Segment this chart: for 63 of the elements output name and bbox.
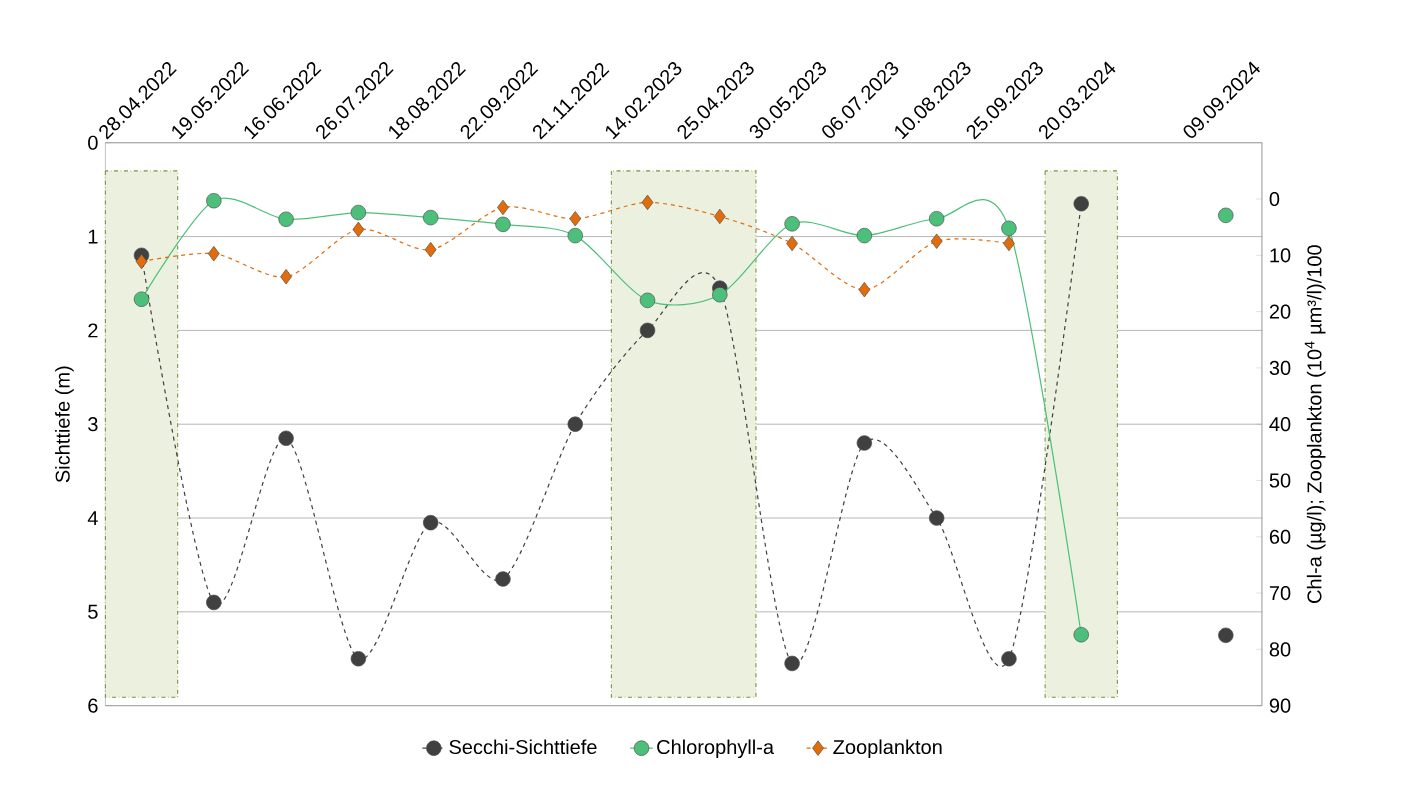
point <box>278 430 294 447</box>
point <box>567 228 583 244</box>
y-tick-label: 3 <box>88 417 98 432</box>
y2-tick-label: 90 <box>1269 698 1291 713</box>
point <box>569 211 582 227</box>
point <box>784 216 800 232</box>
point <box>497 199 509 216</box>
y2-tick-label: 60 <box>1269 529 1291 544</box>
point <box>639 322 656 339</box>
point <box>206 594 222 611</box>
y-tick-label: 1 <box>88 229 98 244</box>
point <box>786 235 798 252</box>
y-tick-label: 2 <box>88 323 98 338</box>
y-tick-label: 4 <box>87 511 98 526</box>
point <box>858 282 871 298</box>
y2-tick-label: 50 <box>1269 473 1291 488</box>
point <box>567 416 583 433</box>
point <box>422 515 439 531</box>
point <box>350 651 367 667</box>
y2-tick-label: 80 <box>1269 642 1291 657</box>
point <box>495 216 511 233</box>
point <box>712 287 728 303</box>
y2-tick-label: 70 <box>1269 586 1291 601</box>
point <box>930 233 943 250</box>
point <box>207 246 220 262</box>
point <box>133 291 150 308</box>
y-tick-label: 5 <box>88 605 98 619</box>
point <box>641 194 654 211</box>
y2-tick-label: 30 <box>1269 360 1291 376</box>
y2-tick-label: 20 <box>1269 304 1291 319</box>
point <box>1073 196 1089 212</box>
point <box>1218 207 1234 224</box>
point <box>350 205 367 221</box>
point <box>784 655 800 672</box>
y-tick-label: 0 <box>88 135 98 150</box>
point <box>423 210 439 226</box>
point <box>352 221 365 238</box>
y-tick-label: 6 <box>88 698 98 713</box>
point <box>1001 220 1017 237</box>
point <box>278 211 294 228</box>
y2-tick-label: 10 <box>1270 248 1291 263</box>
point <box>1003 235 1015 252</box>
point <box>424 242 437 258</box>
point <box>639 292 656 309</box>
point <box>856 435 873 451</box>
point <box>280 269 292 285</box>
point <box>1218 627 1234 644</box>
point <box>928 510 945 526</box>
point <box>206 193 222 209</box>
legend-label: Secchi-Sichttiefe <box>449 739 597 755</box>
legend-label: Chlorophyll-a <box>657 739 775 759</box>
point <box>1001 651 1017 667</box>
y2-tick-label: 0 <box>1269 192 1280 207</box>
y2-axis-title: Chl-a (µg/l); Zooplankton (10$^{4}$ µm³/l)/100 <box>1304 245 1326 604</box>
point <box>135 253 148 270</box>
point <box>713 208 726 225</box>
point <box>1073 627 1089 643</box>
y2-tick-label: 40 <box>1269 417 1291 432</box>
y-axis-title: Sichttiefe (m) <box>55 366 74 483</box>
point <box>928 211 945 227</box>
point <box>495 571 511 587</box>
legend-label: Zooplankton <box>833 739 942 759</box>
point <box>856 228 873 244</box>
